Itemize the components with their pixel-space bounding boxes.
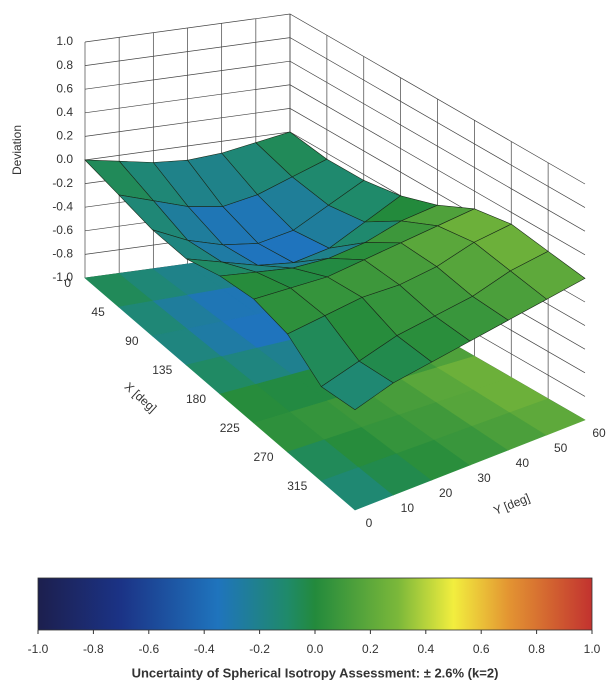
x-tick-label: 180 <box>186 392 206 406</box>
y-axis-label: Y [deg] <box>492 491 532 518</box>
y-tick-label: 0 <box>366 516 373 530</box>
y-tick-label: 30 <box>477 471 491 485</box>
y-tick-label: 20 <box>439 486 453 500</box>
colorbar-tick-label: -0.8 <box>83 642 104 656</box>
colorbar-tick-label: 1.0 <box>584 642 601 656</box>
x-tick-label: 0 <box>64 276 71 290</box>
x-tick-label: 225 <box>220 421 240 435</box>
y-tick-label: 40 <box>516 456 530 470</box>
z-tick-label: 1.0 <box>56 34 73 48</box>
z-tick-label: 0.4 <box>56 105 73 119</box>
colorbar-title: Uncertainty of Spherical Isotropy Assess… <box>132 665 499 680</box>
floor-contour-cell <box>509 398 586 436</box>
x-tick-label: 315 <box>287 479 307 493</box>
z-tick-label: 0.6 <box>56 81 73 95</box>
x-tick-label: 270 <box>253 450 273 464</box>
z-tick-label: 0.0 <box>56 152 73 166</box>
surface-cell <box>320 360 394 411</box>
z-tick-label: 0.8 <box>56 58 73 72</box>
colorbar-tick-label: 0.0 <box>307 642 324 656</box>
colorbar-tick-label: -0.2 <box>249 642 270 656</box>
colorbar-tick-label: -0.4 <box>194 642 215 656</box>
y-tick-label: 50 <box>554 441 568 455</box>
colorbar-tick-label: -0.6 <box>138 642 159 656</box>
z-tick-label: -0.2 <box>52 176 73 190</box>
z-tick-label: -0.6 <box>52 223 73 237</box>
colorbar <box>37 577 593 631</box>
z-tick-label: -0.8 <box>52 247 73 261</box>
y-tick-label: 60 <box>592 426 606 440</box>
colorbar-tick-label: 0.2 <box>362 642 379 656</box>
y-tick-label: 10 <box>401 501 415 515</box>
z-tick-label: -0.4 <box>52 199 73 213</box>
z-tick-label: -1.0 <box>52 270 73 284</box>
colorbar-tick-label: 0.6 <box>473 642 490 656</box>
colorbar-tick-label: -1.0 <box>28 642 49 656</box>
z-axis-label: Deviation <box>10 125 24 175</box>
x-tick-label: 45 <box>91 305 105 319</box>
x-axis-label: X [deg] <box>122 379 160 415</box>
grid-line <box>84 13 586 185</box>
colorbar-tick-label: 0.4 <box>417 642 434 656</box>
x-tick-label: 135 <box>152 363 172 377</box>
x-tick-label: 90 <box>125 334 139 348</box>
colorbar-tick-label: 0.8 <box>528 642 545 656</box>
z-tick-label: 0.2 <box>56 129 73 143</box>
